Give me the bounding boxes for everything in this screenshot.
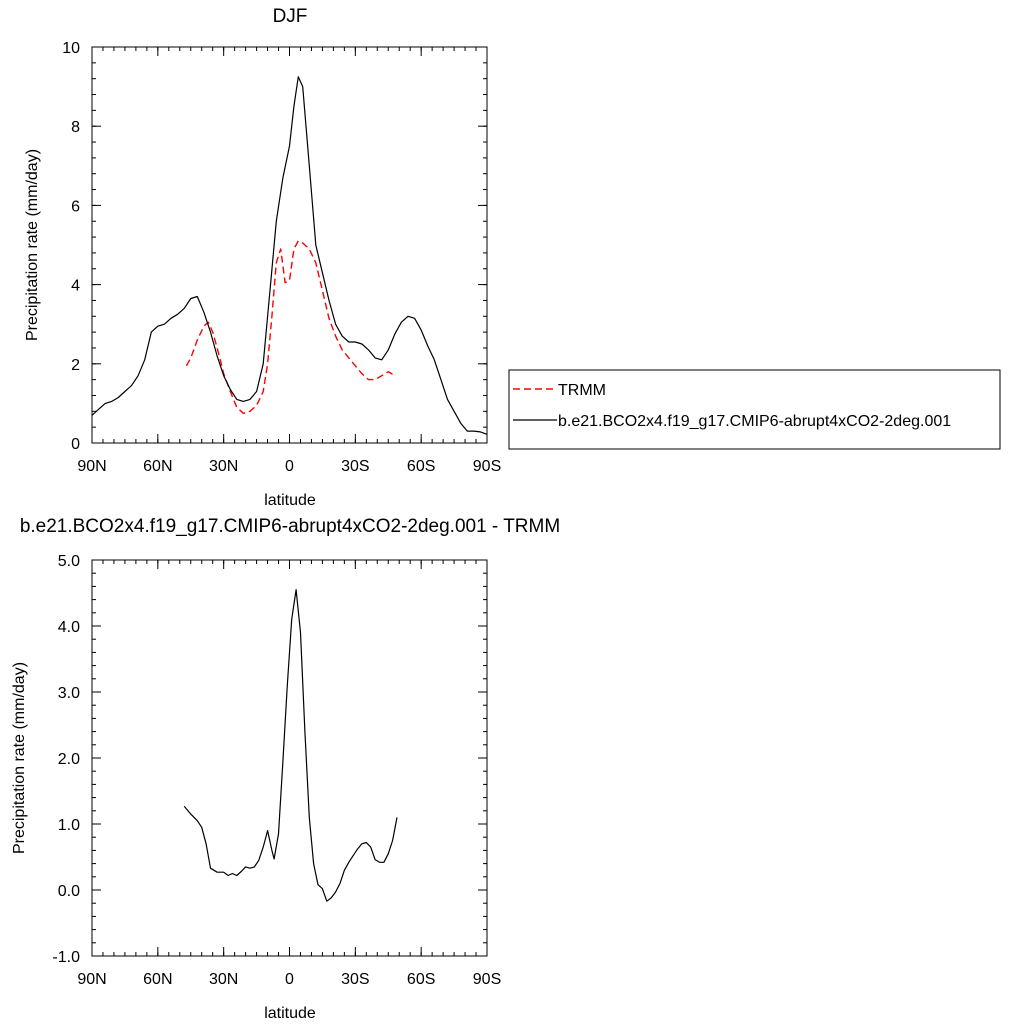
panel-difference: b.e21.BCO2x4.f19_g17.CMIP6-abrupt4xCO2-2…	[11, 516, 560, 1022]
y-tick-label: 4.0	[58, 619, 80, 636]
x-tick-label: 90S	[473, 971, 501, 988]
y-tick-label: 8	[71, 119, 80, 136]
x-tick-label: 60S	[407, 971, 435, 988]
x-tick-label: 60N	[143, 971, 172, 988]
series-line-trmm	[185, 240, 396, 414]
x-axis-label: latitude	[264, 1005, 316, 1022]
y-axis-label: Precipitation rate (mm/day)	[11, 662, 28, 854]
chart-title: b.e21.BCO2x4.f19_g17.CMIP6-abrupt4xCO2-2…	[20, 516, 560, 537]
x-tick-label: 60N	[143, 458, 172, 475]
y-tick-label: 0.0	[58, 883, 80, 900]
y-tick-label: 4	[71, 278, 80, 295]
legend-label-trmm: TRMM	[558, 382, 606, 399]
y-tick-label: 2	[71, 357, 80, 374]
x-tick-label: 90N	[77, 971, 106, 988]
x-tick-label: 60S	[407, 458, 435, 475]
legend-box	[508, 369, 1001, 450]
y-tick-label: 6	[71, 198, 80, 215]
series-line-model	[91, 76, 488, 435]
y-tick-label: 3.0	[58, 685, 80, 702]
x-tick-label: 30N	[209, 971, 238, 988]
legend: TRMM b.e21.BCO2x4.f19_g17.CMIP6-abrupt4x…	[508, 369, 1001, 450]
series-line-difference	[183, 589, 398, 902]
y-tick-label: 0	[71, 436, 80, 453]
y-tick-label: 2.0	[58, 751, 80, 768]
x-tick-label: 0	[285, 458, 294, 475]
plot-frame	[91, 46, 488, 444]
x-tick-label: 90S	[473, 458, 501, 475]
x-tick-label: 30S	[341, 458, 369, 475]
chart-title: DJF	[273, 6, 308, 27]
x-tick-label: 30S	[341, 971, 369, 988]
y-axis-label: Precipitation rate (mm/day)	[24, 149, 41, 341]
x-tick-label: 0	[285, 971, 294, 988]
y-tick-label: -1.0	[52, 949, 80, 966]
y-tick-label: 10	[62, 40, 80, 57]
legend-label-model: b.e21.BCO2x4.f19_g17.CMIP6-abrupt4xCO2-2…	[558, 413, 951, 430]
x-tick-label: 30N	[209, 458, 238, 475]
plot-frame	[91, 559, 488, 957]
y-tick-label: 5.0	[58, 553, 80, 570]
x-tick-label: 90N	[77, 458, 106, 475]
y-tick-label: 1.0	[58, 817, 80, 834]
x-axis-label: latitude	[264, 492, 316, 509]
